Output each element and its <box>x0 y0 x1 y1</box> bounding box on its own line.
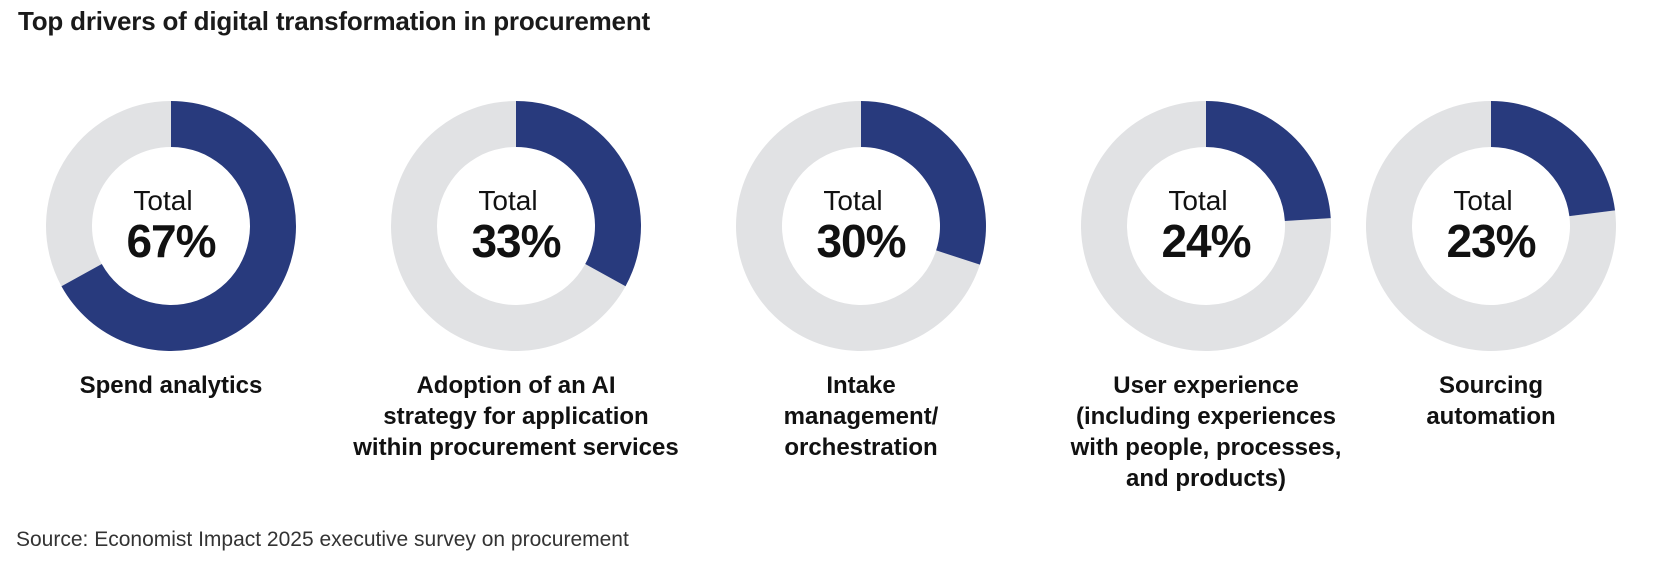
chart-title: Top drivers of digital transformation in… <box>18 6 650 36</box>
donut-chart-row: Total 67% Spend analytics Total 33% Adop… <box>0 100 1660 500</box>
donut-chart-ai-strategy: Total 33% Adoption of an AI strategy for… <box>345 100 685 500</box>
donut-remainder-segment <box>736 101 980 351</box>
donut-category-label: User experience (including experiences w… <box>1070 372 1342 492</box>
donut-svg <box>45 101 296 351</box>
source-note: Source: Economist Impact 2025 executive … <box>16 528 629 551</box>
donut-svg <box>391 101 641 351</box>
donut-value-segment <box>861 101 986 265</box>
donut-remainder-segment <box>391 101 626 351</box>
donut-value-segment <box>516 101 641 287</box>
donut-value-segment <box>1206 101 1331 222</box>
donut-svg <box>736 101 986 351</box>
donut-remainder-segment <box>1366 101 1616 351</box>
donut-svg <box>1366 101 1616 351</box>
donut-svg <box>1081 101 1331 351</box>
donut-remainder-segment <box>1081 101 1331 351</box>
donut-value-segment <box>1491 101 1616 217</box>
donut-chart-intake-management: Total 30% Intake management/ orchestrati… <box>690 100 1030 500</box>
donut-chart-spend-analytics: Total 67% Spend analytics <box>0 100 340 500</box>
donut-remainder-segment <box>45 101 171 287</box>
donut-chart-sourcing-automation: Total 23% Sourcing automation <box>1320 100 1660 500</box>
donut-value-segment <box>61 101 296 351</box>
donut-category-label: Sourcing automation <box>1426 372 1556 430</box>
donut-category-label: Adoption of an AI strategy for applicati… <box>353 372 679 461</box>
donut-category-label: Intake management/ orchestration <box>783 372 939 461</box>
donut-category-label: Spend analytics <box>79 372 263 399</box>
